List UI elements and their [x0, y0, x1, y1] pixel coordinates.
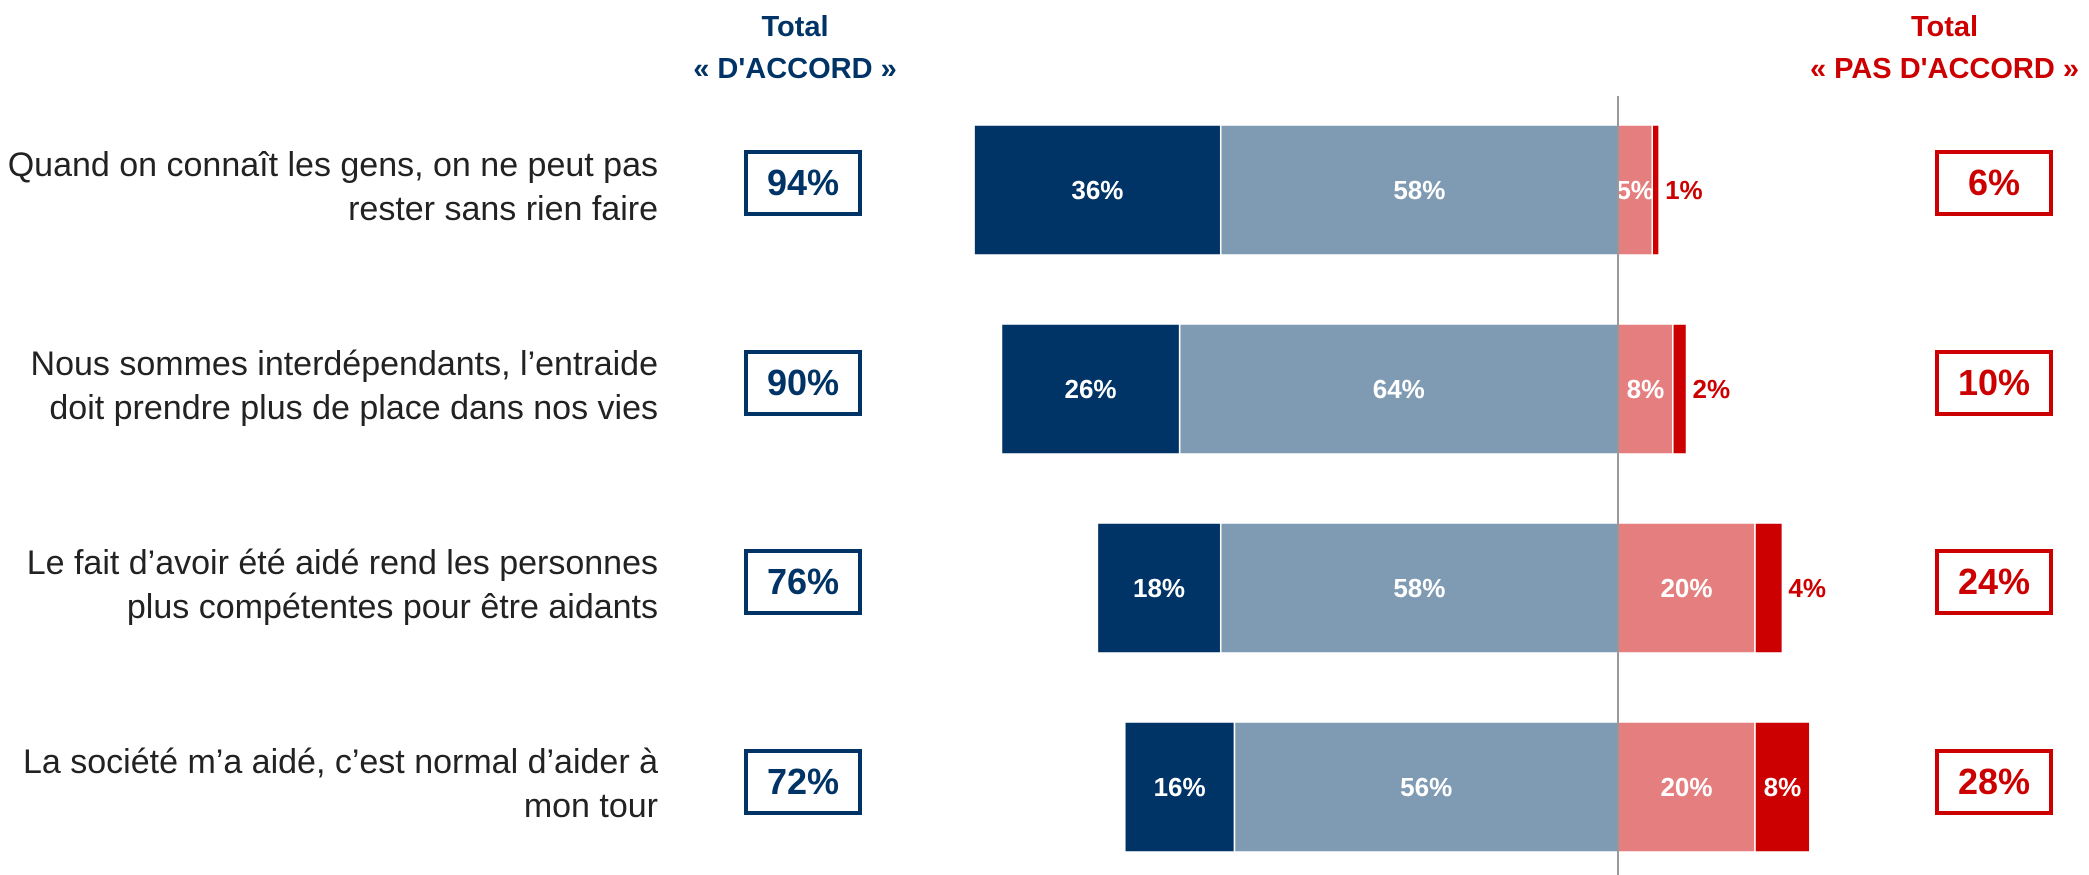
- bar-label-strong-disagree-2: 2%: [1693, 374, 1731, 404]
- total-disagree-header-line1: Total: [1910, 11, 1979, 43]
- row-label-4-line1: La société m’a aidé, c’est normal d’aide…: [23, 743, 658, 781]
- row-label-1-line1: Quand on connaît les gens, on ne peut pa…: [7, 146, 658, 184]
- total-disagree-box-4: 28%: [1935, 749, 2053, 815]
- bar-agree-3: [1219, 522, 1619, 654]
- bar-label-disagree-2: 8%: [1627, 374, 1665, 404]
- bar-label-strong-agree-3: 18%: [1133, 573, 1185, 603]
- row-label-3: Le fait d’avoir été aidé rend les person…: [0, 541, 658, 629]
- bar-strong-disagree-2: [1672, 323, 1688, 455]
- total-agree-box-3: 76%: [744, 549, 862, 615]
- total-agree-header-line2: « D'ACCORD »: [693, 53, 897, 85]
- bar-label-disagree-1: 5%: [1616, 175, 1654, 205]
- bar-disagree-4: [1617, 721, 1756, 853]
- row-label-1-line2: rester sans rien faire: [348, 190, 658, 228]
- row-label-4-line2: mon tour: [523, 787, 658, 825]
- bar-label-strong-agree-1: 36%: [1071, 175, 1123, 205]
- row-label-1: Quand on connaît les gens, on ne peut pa…: [0, 143, 658, 231]
- bar-label-strong-disagree-3: 4%: [1788, 573, 1826, 603]
- total-agree-header: Total « D'ACCORD »: [680, 6, 910, 90]
- total-disagree-box-1: 6%: [1935, 150, 2053, 216]
- bar-agree-4: [1233, 721, 1619, 853]
- bar-label-disagree-4: 20%: [1660, 772, 1712, 802]
- bar-label-strong-disagree-4: 8%: [1764, 772, 1802, 802]
- bar-agree-1: [1219, 124, 1619, 256]
- total-disagree-box-3: 24%: [1935, 549, 2053, 615]
- total-disagree-box-2: 10%: [1935, 350, 2053, 416]
- row-label-2-line2: doit prendre plus de place dans nos vies: [49, 389, 658, 427]
- bar-strong-agree-2: [1000, 323, 1181, 455]
- bar-strong-disagree-4: [1754, 721, 1811, 853]
- total-agree-box-1: 94%: [744, 150, 862, 216]
- row-label-4: La société m’a aidé, c’est normal d’aide…: [0, 740, 658, 828]
- bar-strong-agree-1: [973, 124, 1222, 256]
- row-label-3-line2: plus compétentes pour être aidants: [126, 588, 658, 626]
- bar-strong-disagree-1: [1651, 124, 1660, 256]
- bar-agree-2: [1178, 323, 1619, 455]
- total-disagree-header: Total « PAS D'ACCORD »: [1800, 6, 2089, 90]
- bar-strong-agree-3: [1096, 522, 1222, 654]
- total-agree-header-line1: Total: [761, 11, 829, 43]
- bar-label-agree-4: 56%: [1400, 772, 1452, 802]
- bar-strong-disagree-3: [1754, 522, 1784, 654]
- total-agree-box-4: 72%: [744, 749, 862, 815]
- bar-label-strong-disagree-1: 1%: [1665, 175, 1703, 205]
- row-label-2-line1: Nous sommes interdépendants, l’entraide: [30, 345, 658, 383]
- bar-strong-agree-4: [1124, 721, 1236, 853]
- total-disagree-header-line2: « PAS D'ACCORD »: [1809, 53, 2079, 85]
- bar-disagree-1: [1617, 124, 1653, 256]
- bar-label-strong-agree-2: 26%: [1065, 374, 1117, 404]
- bar-label-agree-1: 58%: [1393, 175, 1445, 205]
- bar-label-strong-agree-4: 16%: [1154, 772, 1206, 802]
- bar-label-disagree-3: 20%: [1660, 573, 1712, 603]
- total-agree-box-2: 90%: [744, 350, 862, 416]
- row-label-2: Nous sommes interdépendants, l’entraide …: [0, 342, 658, 430]
- row-label-3-line1: Le fait d’avoir été aidé rend les person…: [26, 544, 658, 582]
- bar-label-agree-3: 58%: [1393, 573, 1445, 603]
- bar-label-agree-2: 64%: [1373, 374, 1425, 404]
